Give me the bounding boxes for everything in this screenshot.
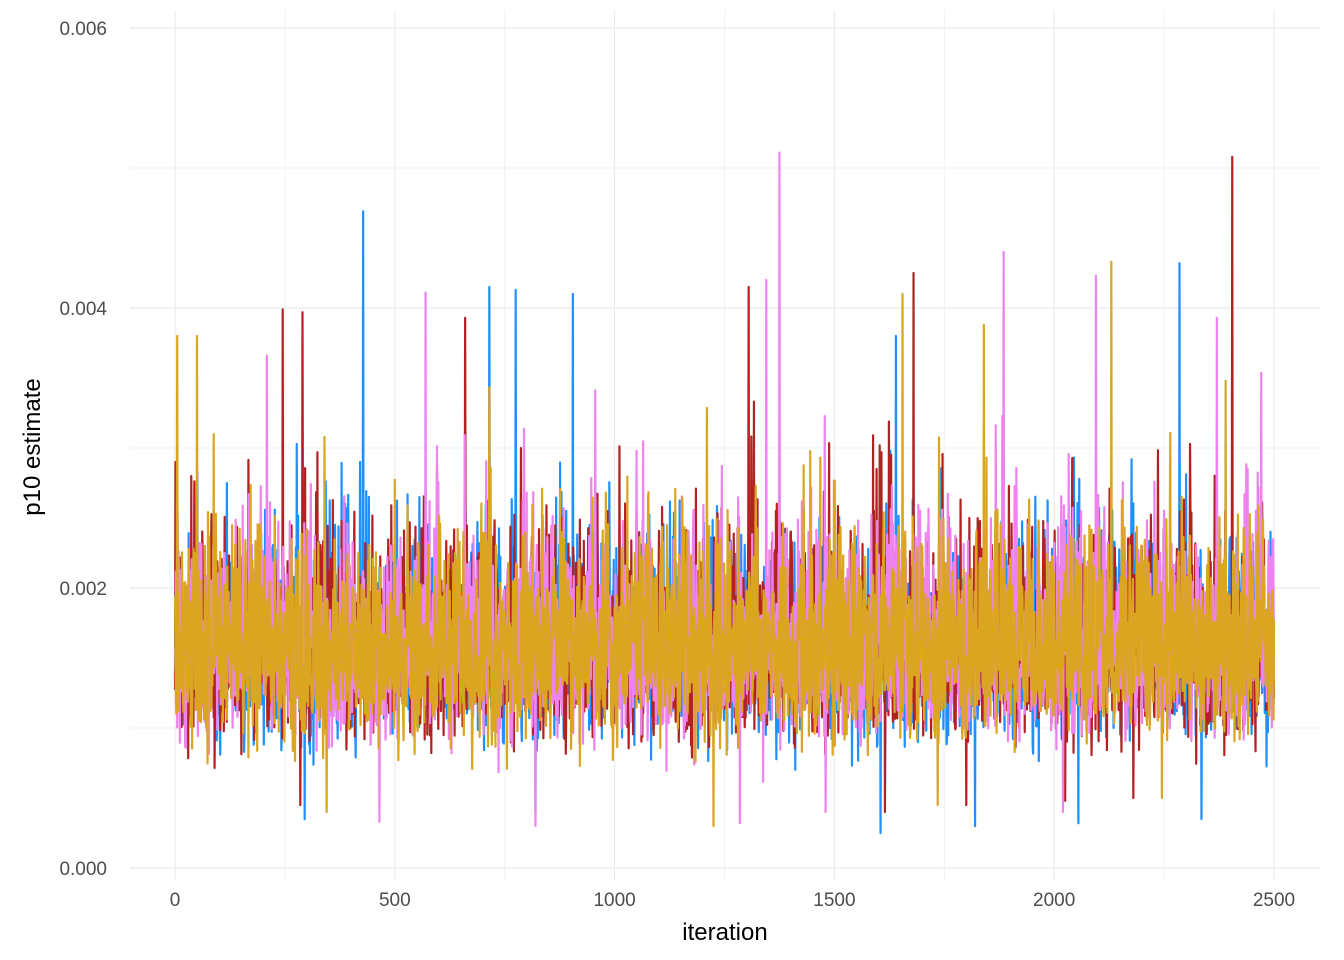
x-tick-label: 1000	[593, 890, 635, 911]
chain-trace-line-4	[173, 260, 1276, 828]
x-tick-label: 1500	[813, 890, 855, 911]
grid-lines	[130, 10, 1320, 880]
y-tick-label: 0.004	[59, 299, 107, 320]
trace-lines	[173, 151, 1276, 835]
tick-labels: 0 500 1000 1500 2000 2500 0.000 0.002 0.004 0.006	[59, 19, 1295, 911]
x-axis-title: iteration	[682, 919, 767, 946]
x-tick-label: 500	[379, 890, 411, 911]
x-tick-label: 2500	[1253, 890, 1295, 911]
x-tick-label: 2000	[1033, 890, 1075, 911]
y-axis-title: p10 estimate	[19, 378, 46, 515]
y-tick-label: 0.000	[59, 859, 107, 880]
y-tick-label: 0.006	[59, 19, 107, 40]
x-tick-label: 0	[170, 890, 181, 911]
y-tick-label: 0.002	[59, 579, 107, 600]
